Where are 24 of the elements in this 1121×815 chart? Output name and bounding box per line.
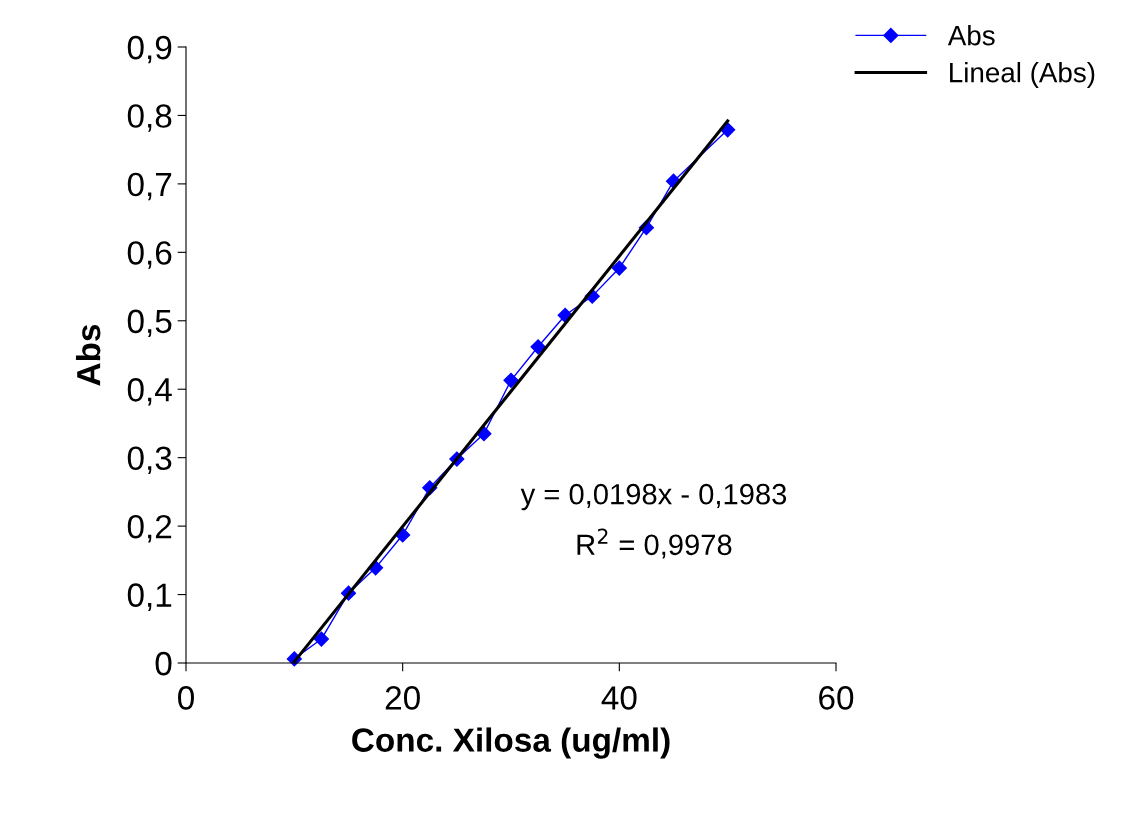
point (313, 631, 329, 647)
point (530, 339, 546, 355)
legend-label: Lineal (Abs) (950, 62, 1095, 88)
annotation: y = 0,0198x - 0,1983 (520, 483, 787, 511)
x-tick-label: 40 (601, 686, 637, 710)
point (611, 260, 627, 276)
y-tick-label: 0,1 (127, 583, 172, 611)
y-tick-label: 0,3 (127, 446, 172, 475)
y-tick-label: 0,4 (127, 378, 172, 406)
y-tick-label: 0,7 (127, 172, 172, 201)
x-tick-label: 60 (819, 686, 854, 710)
annotation: R$^{2}$ = 0,9978 (577, 528, 732, 559)
y-axis-title: Abs (75, 324, 101, 386)
y-tick-label: 0,5 (127, 309, 172, 338)
y-tick-label: 0,6 (127, 241, 172, 269)
x-axis-title: Conc. Xilosa (ug/ml) (352, 727, 670, 759)
y-tick-label: 0 (155, 651, 172, 676)
x-tick-label: 20 (385, 686, 420, 710)
y-tick-label: 0,9 (127, 35, 172, 64)
y-tick-label: 0,2 (127, 514, 172, 543)
x-tick-label: 0 (178, 686, 194, 710)
point (503, 372, 519, 388)
legend-label: Abs (947, 25, 995, 46)
y-tick-label: 0,8 (127, 104, 172, 132)
